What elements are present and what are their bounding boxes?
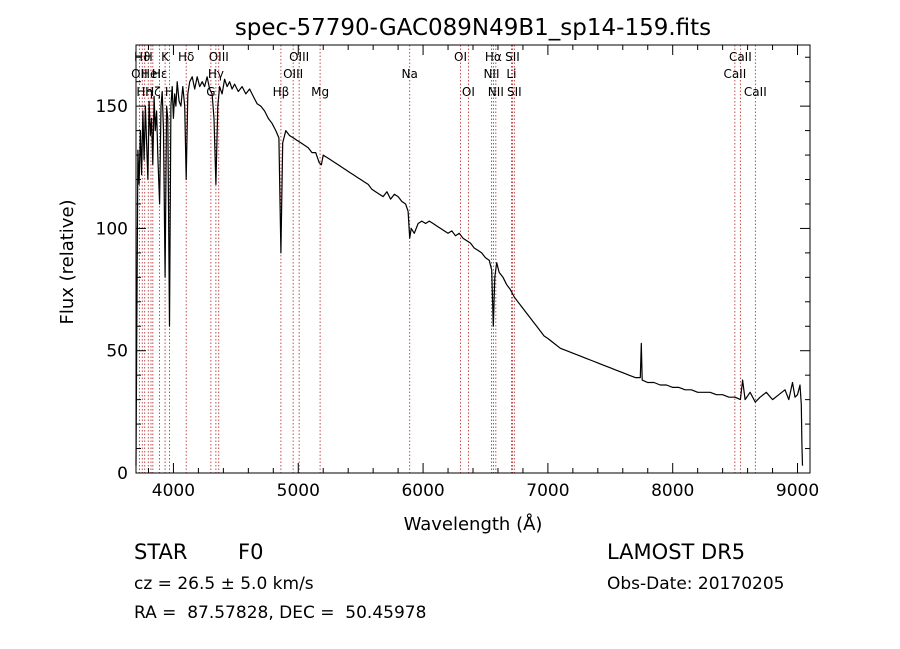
- spectral-line-label: CaII: [744, 85, 767, 99]
- spectral-lines: [138, 45, 756, 473]
- line-labels: OIIHϑHηHHeIHζHεKHHδGHγOIIIHβOIIIOIIIMgNa…: [131, 50, 767, 99]
- spectral-line-label: H: [144, 50, 153, 64]
- spectral-line-label: OIII: [209, 50, 229, 64]
- y-tick-label: 0: [117, 464, 128, 484]
- spectral-line-label: OI: [462, 85, 475, 99]
- spectral-line-label: Hδ: [178, 50, 194, 64]
- spectral-line-label: Hε: [152, 67, 168, 81]
- y-tick-label: 50: [106, 342, 128, 362]
- spectral-line-label: SII: [507, 85, 522, 99]
- x-tick-label: 7000: [526, 481, 569, 501]
- spectrum-line: [135, 76, 804, 466]
- spectral-line-label: OIII: [283, 67, 303, 81]
- spectrum-series: [135, 76, 804, 466]
- spectral-line-label: CaII: [723, 67, 746, 81]
- spectral-line-label: NII: [483, 67, 499, 81]
- spectral-line-label: Hβ: [273, 85, 290, 99]
- x-tick-label: 9000: [776, 481, 819, 501]
- spectral-line-label: Hγ: [208, 67, 224, 81]
- spectral-line-label: Hϑ: [134, 50, 150, 64]
- spectral-line-label: OIII: [289, 50, 309, 64]
- spectral-line-label: Hη: [136, 85, 153, 99]
- y-tick-label: 100: [96, 219, 128, 239]
- coordinates: RA = 87.57828, DEC = 50.45978: [134, 603, 427, 623]
- x-tick-label: 8000: [651, 481, 694, 501]
- spectral-line-label: CaII: [729, 50, 752, 64]
- object-subclass: F0: [238, 540, 264, 564]
- y-axis-label: Flux (relative): [57, 199, 78, 324]
- spectral-line-label: Hα: [485, 50, 502, 64]
- spectral-line-label: Li: [506, 67, 516, 81]
- spectral-line-label: H: [165, 85, 174, 99]
- x-axis: 4000 5000 6000 7000 8000 9000: [147, 45, 819, 501]
- spectral-line-label: NII: [488, 85, 504, 99]
- y-axis: 0 50 100 150: [96, 56, 810, 484]
- obs-date: Obs-Date: 20170205: [607, 574, 785, 594]
- object-class: STAR: [134, 540, 188, 564]
- y-tick-label: 150: [96, 97, 128, 117]
- x-tick-label: 4000: [152, 481, 195, 501]
- chart-title: spec-57790-GAC089N49B1_sp14-159.fits: [235, 15, 711, 41]
- spectral-line-label: K: [161, 50, 170, 64]
- x-tick-label: 5000: [277, 481, 320, 501]
- plot-frame: [135, 44, 811, 474]
- survey-name: LAMOST DR5: [607, 540, 746, 564]
- redshift-text: cz = 26.5 ± 5.0 km/s: [134, 574, 314, 594]
- x-axis-label: Wavelength (Å): [404, 513, 543, 535]
- spectral-line-label: SII: [505, 50, 520, 64]
- spectral-line-label: Hζ: [145, 85, 161, 99]
- spectral-line-label: OI: [454, 50, 467, 64]
- x-tick-label: 6000: [401, 481, 444, 501]
- spectral-line-label: Na: [402, 67, 418, 81]
- spectral-line-label: OII: [131, 67, 148, 81]
- spectral-line-label: Mg: [311, 85, 329, 99]
- spectral-line-label: HeI: [141, 67, 161, 81]
